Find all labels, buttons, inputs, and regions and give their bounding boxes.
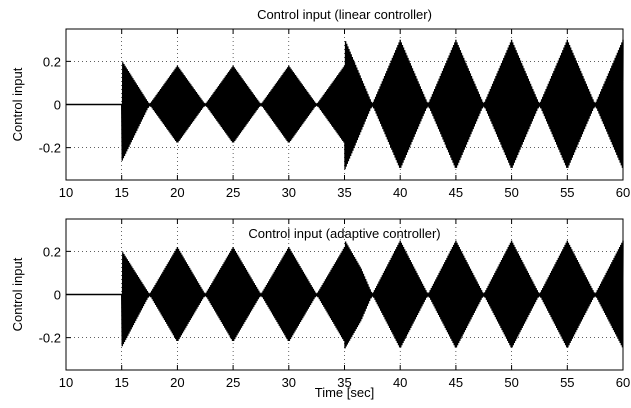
x-tick-label: 25 (226, 375, 240, 390)
bottom-x-axis-label: Time [sec] (315, 385, 374, 400)
bottom-signal-trace (66, 240, 624, 349)
x-tick-label: 55 (560, 375, 574, 390)
x-tick-label: 30 (282, 185, 296, 200)
top-ticks: 10 15 20 25 30 35 40 45 50 55 60 -0.2 0 0.2 (39, 29, 630, 200)
x-tick-label: 35 (337, 375, 351, 390)
x-tick-label: 20 (170, 185, 184, 200)
bottom-ticks: 10 15 20 25 30 35 40 45 50 55 60 -0.2 0 0.2 (39, 219, 630, 390)
x-tick-label: 60 (616, 185, 630, 200)
top-signal-trace (66, 39, 624, 170)
x-tick-label: 30 (282, 375, 296, 390)
top-y-axis-label: Control input (10, 67, 25, 141)
x-tick-label: 50 (504, 375, 518, 390)
x-tick-label: 45 (449, 185, 463, 200)
x-tick-label: 25 (226, 185, 240, 200)
x-tick-label: 40 (393, 185, 407, 200)
y-tick-label: 0.2 (43, 244, 61, 259)
x-tick-label: 60 (616, 375, 630, 390)
y-tick-label: 0.2 (43, 54, 61, 69)
top-subplot: Control input (linear controller) Contro… (10, 7, 630, 200)
x-tick-label: 50 (504, 185, 518, 200)
x-tick-label: 10 (59, 185, 73, 200)
y-tick-label: 0 (54, 98, 61, 113)
bottom-subplot: Control input (adaptive controller) Cont… (10, 218, 630, 400)
x-tick-label: 35 (337, 185, 351, 200)
top-chart-title: Control input (linear controller) (257, 7, 432, 22)
x-tick-label: 45 (449, 375, 463, 390)
y-tick-label: -0.2 (39, 331, 61, 346)
x-tick-label: 15 (114, 185, 128, 200)
x-tick-label: 10 (59, 375, 73, 390)
bottom-chart-title: Control input (adaptive controller) (248, 226, 440, 241)
signal-series-0 (66, 39, 624, 170)
signal-series-0 (66, 240, 624, 349)
x-tick-label: 20 (170, 375, 184, 390)
x-tick-label: 55 (560, 185, 574, 200)
x-tick-label: 40 (393, 375, 407, 390)
x-tick-label: 15 (114, 375, 128, 390)
y-tick-label: -0.2 (39, 141, 61, 156)
bottom-y-axis-label: Control input (10, 257, 25, 331)
y-tick-label: 0 (54, 288, 61, 303)
